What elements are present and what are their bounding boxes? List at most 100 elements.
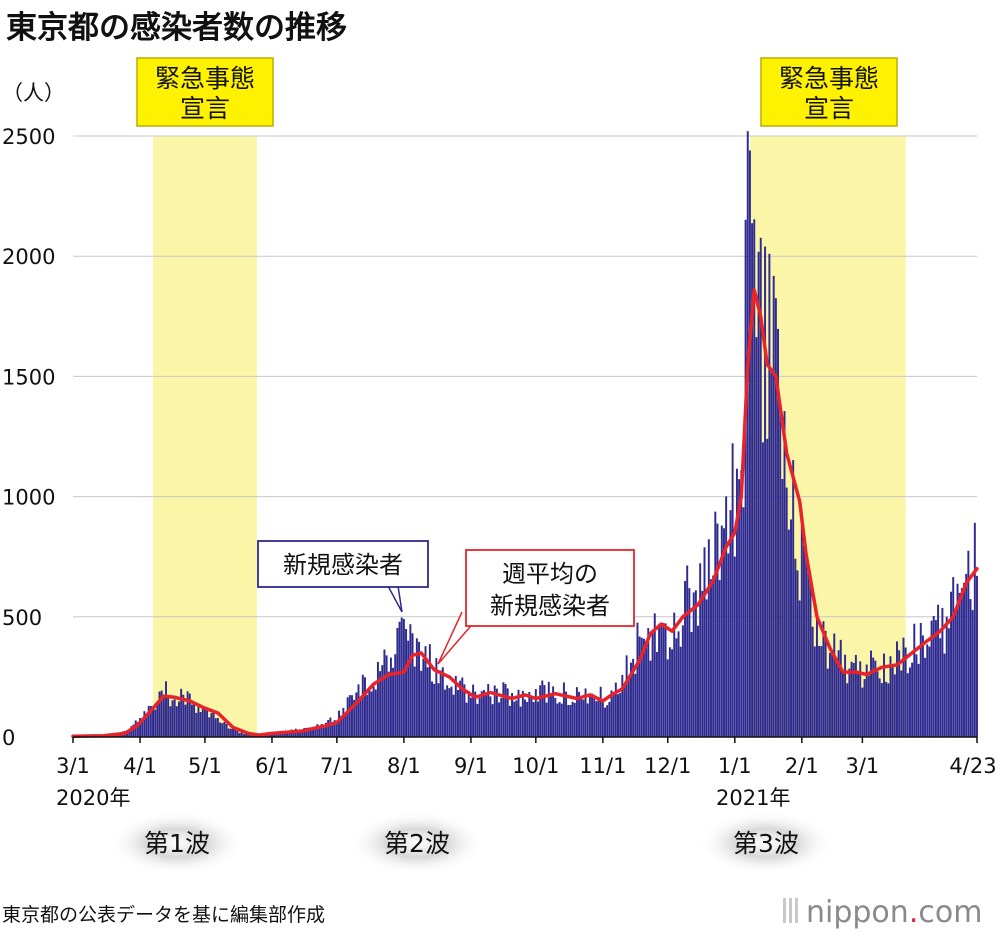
daily-bar — [627, 678, 630, 737]
daily-bar — [911, 662, 914, 737]
x-tick-label: 10/1 — [512, 754, 559, 778]
chart-title: 東京都の感染者数の推移 — [6, 10, 347, 46]
daily-bar — [136, 722, 139, 737]
daily-bar — [867, 675, 870, 737]
daily-bar — [478, 698, 481, 737]
daily-bar — [286, 731, 289, 737]
daily-bar — [764, 246, 767, 737]
daily-bar — [346, 697, 349, 737]
daily-bar — [976, 575, 978, 737]
daily-bar — [757, 251, 760, 737]
daily-bar — [394, 654, 397, 737]
daily-bar — [870, 650, 873, 737]
daily-bar — [511, 693, 513, 737]
daily-bar — [824, 630, 827, 737]
daily-bar — [331, 722, 334, 737]
daily-bar — [947, 628, 950, 737]
daily-bar — [956, 583, 959, 737]
daily-bar — [597, 700, 600, 737]
daily-bar — [182, 694, 185, 737]
daily-bar — [893, 674, 896, 737]
daily-bar — [175, 706, 178, 737]
daily-bar — [722, 528, 725, 737]
daily-bar — [400, 617, 403, 737]
daily-bar — [954, 613, 957, 737]
daily-callout-text: 新規感染者 — [283, 551, 403, 579]
daily-bar — [755, 337, 758, 737]
daily-bar — [485, 695, 488, 737]
daily-bar — [422, 658, 425, 737]
wave-badge — [698, 811, 834, 875]
daily-bar — [539, 685, 542, 737]
daily-bar — [476, 703, 479, 737]
daily-bar — [759, 237, 762, 737]
daily-bar — [359, 696, 362, 737]
daily-bar — [937, 604, 940, 737]
daily-bar — [945, 616, 948, 737]
daily-bar — [418, 641, 421, 737]
daily-bar — [725, 496, 728, 737]
daily-bar — [632, 658, 635, 737]
daily-bar — [921, 635, 924, 737]
daily-bar — [277, 732, 280, 737]
daily-bar — [915, 654, 918, 737]
daily-bar — [898, 650, 901, 737]
daily-bar — [450, 686, 453, 737]
daily-bar — [498, 702, 501, 737]
wave-label: 第2波 — [384, 829, 450, 858]
daily-bar — [152, 707, 154, 737]
y-tick-label: 1000 — [2, 486, 55, 510]
daily-bar — [245, 734, 247, 737]
daily-bar — [467, 691, 470, 737]
daily-bar — [714, 511, 717, 737]
daily-bar — [357, 684, 360, 737]
daily-bar — [143, 711, 146, 737]
daily-bar — [748, 150, 751, 738]
daily-bar — [532, 702, 535, 737]
daily-bar — [547, 681, 550, 737]
daily-bar — [433, 683, 436, 737]
daily-bar — [139, 718, 142, 737]
daily-bar — [303, 727, 306, 737]
daily-bar — [610, 690, 613, 737]
daily-bar — [861, 687, 864, 737]
daily-bar — [729, 510, 732, 737]
daily-bar — [461, 677, 464, 737]
daily-bar — [770, 372, 773, 737]
daily-bar — [558, 702, 561, 737]
daily-bar — [854, 655, 857, 737]
daily-bar — [513, 701, 516, 737]
daily-bar — [459, 680, 462, 737]
avg-callout-line2: 新規感染者 — [490, 592, 610, 620]
x-tick-label: 3/1 — [56, 754, 90, 778]
daily-bar — [543, 685, 546, 737]
daily-bar — [630, 662, 632, 737]
daily-bar — [896, 641, 898, 737]
year-label-2021: 2021年 — [716, 786, 790, 810]
emergency-label-line1: 緊急事態 — [779, 64, 879, 93]
daily-bar — [524, 699, 526, 737]
daily-bar — [841, 669, 844, 737]
axes: 3/1 4/1 5/1 6/1 7/1 8/1 9/1 10/1 11/1 12/1 1/1 2/1 3… — [56, 736, 997, 810]
daily-bar — [526, 701, 529, 737]
daily-bar — [809, 582, 812, 737]
daily-bar — [366, 694, 369, 737]
daily-bar — [201, 706, 204, 737]
daily-bar — [813, 646, 816, 737]
daily-bar — [835, 661, 838, 737]
daily-bar — [595, 701, 598, 737]
daily-bar — [508, 705, 511, 737]
daily-bar — [219, 722, 222, 737]
daily-bar — [703, 547, 706, 737]
daily-bar — [141, 722, 144, 737]
daily-bar — [363, 677, 366, 737]
emergency-label-line1: 緊急事態 — [155, 64, 255, 93]
daily-bar — [169, 706, 172, 737]
daily-bar — [472, 684, 475, 737]
daily-bar — [591, 693, 594, 737]
daily-bar — [701, 590, 704, 737]
daily-bar — [766, 438, 769, 737]
daily-bar — [444, 689, 446, 737]
daily-bar — [645, 640, 648, 737]
